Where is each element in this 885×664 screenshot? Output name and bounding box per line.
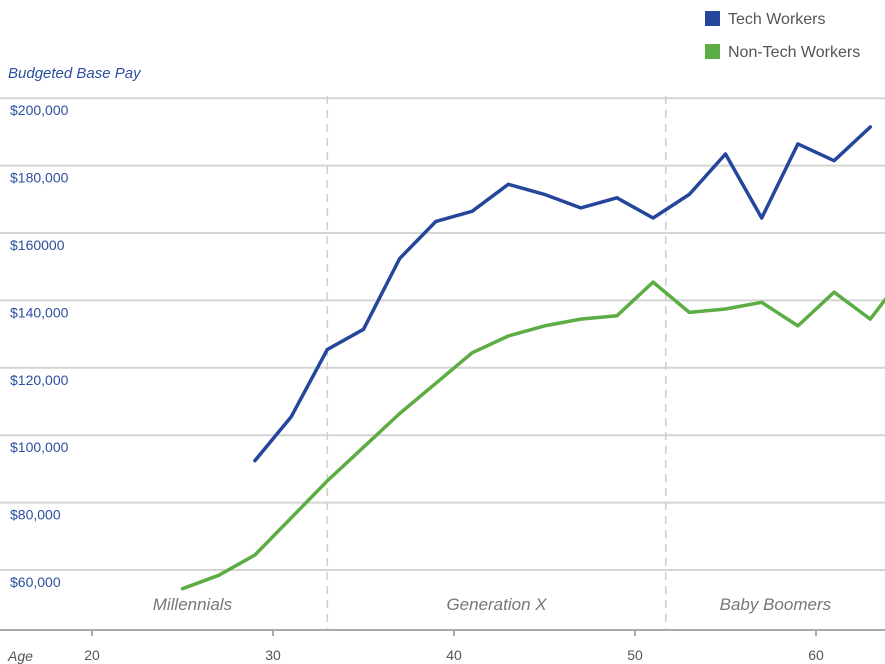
series-line (253, 125, 873, 463)
x-axis: 20 30 40 50 60 (0, 629, 885, 663)
generation-label: Millennials (153, 595, 233, 614)
x-tick-label: 60 (808, 647, 824, 663)
y-tick-label: $200,000 (10, 102, 69, 118)
x-tick-label: 20 (84, 647, 100, 663)
series-lines (180, 125, 885, 591)
y-tick-label: $140,000 (10, 304, 69, 320)
x-tick-label: 30 (265, 647, 281, 663)
series-line (180, 280, 885, 591)
x-tick-label: 50 (627, 647, 643, 663)
generation-dividers (326, 96, 667, 630)
gridlines (0, 97, 885, 571)
generation-label: Generation X (446, 595, 547, 614)
y-tick-label: $80,000 (10, 507, 61, 523)
generation-label: Baby Boomers (720, 595, 832, 614)
legend-swatch (705, 44, 720, 59)
y-tick-label: $180,000 (10, 170, 69, 186)
legend-label: Non-Tech Workers (728, 44, 860, 61)
y-tick-label: $100,000 (10, 439, 69, 455)
x-tick-label: 40 (446, 647, 462, 663)
legend-label: Tech Workers (728, 11, 826, 28)
legend-swatch (705, 11, 720, 26)
x-axis-title: Age (7, 648, 33, 664)
y-tick-label: $160000 (10, 237, 65, 253)
legend: Tech Workers Non-Tech Workers (705, 11, 860, 61)
generation-labels: Millennials Generation X Baby Boomers (153, 595, 832, 614)
y-axis-ticks: $60,000 $80,000 $100,000 $120,000 $140,000 $1… (10, 102, 69, 590)
y-tick-label: $120,000 (10, 372, 69, 388)
y-tick-label: $60,000 (10, 574, 61, 590)
y-axis-title: Budgeted Base Pay (8, 65, 142, 82)
